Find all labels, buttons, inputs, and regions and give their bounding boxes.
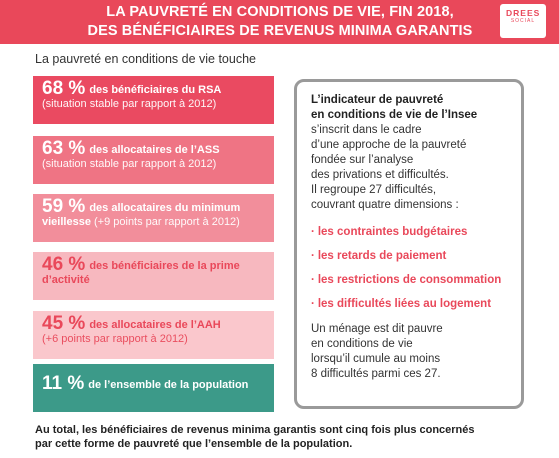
conclusion-text: Au total, les bénéficiaires de revenus m…: [35, 423, 535, 451]
stat-label-cont: vieillesse: [42, 216, 91, 228]
stat-label: des bénéficiaires de la prime: [89, 260, 240, 272]
info-title-line-1: L’indicateur de pauvreté: [311, 94, 444, 106]
stat-note: (situation stable par rapport à 2012): [42, 98, 217, 110]
stat-label: de l’ensemble de la population: [88, 379, 249, 391]
page-title: LA PAUVRETÉ EN CONDITIONS DE VIE, FIN 20…: [60, 3, 500, 41]
stat-note: (+6 points par rapport à 2012): [42, 333, 188, 345]
stat-value: 59 %: [42, 196, 86, 217]
stat-card-prime-activite: 46 % des bénéficiaires de la prime d’acti…: [33, 252, 274, 300]
bullet-icon: ·: [311, 298, 315, 310]
info-definition: Un ménage est dit pauvre en conditions d…: [311, 322, 507, 382]
stat-label: des allocataires de l’ASS: [89, 144, 220, 156]
stat-note: (+9 points par rapport à 2012): [94, 216, 240, 228]
info-foot-line: lorsqu’il cumule au moins: [311, 353, 441, 365]
list-item: · les restrictions de consommation: [311, 273, 507, 288]
info-text-line: d’une approche de la pauvreté: [311, 139, 467, 151]
stat-value: 46 %: [42, 254, 86, 275]
stat-label: des allocataires du minimum: [89, 202, 241, 214]
drees-logo: DREES SOCIAL: [506, 8, 540, 34]
bullet-icon: ·: [311, 226, 315, 238]
header-banner: LA PAUVRETÉ EN CONDITIONS DE VIE, FIN 20…: [0, 0, 559, 44]
info-foot-line: en conditions de vie: [311, 338, 413, 350]
stat-card-population: 11 % de l’ensemble de la population: [33, 364, 274, 412]
stat-label-cont: d’activité: [42, 274, 90, 286]
dimension-label: les restrictions de consommation: [317, 274, 502, 286]
bullet-icon: ·: [311, 274, 315, 286]
conclusion-line-2: par cette forme de pauvreté que l’ensemb…: [35, 438, 353, 450]
dimension-label: les difficultés liées au logement: [317, 298, 492, 310]
indicator-info-box: L’indicateur de pauvreté en conditions d…: [294, 79, 524, 409]
info-description: s’inscrit dans le cadre d’une approche d…: [311, 123, 507, 213]
stat-card-aah: 45 % des allocataires de l’AAH (+6 points…: [33, 311, 274, 359]
stat-value: 45 %: [42, 313, 86, 334]
info-title: L’indicateur de pauvreté en conditions d…: [311, 93, 507, 123]
list-item: · les contraintes budgétaires: [311, 225, 507, 240]
info-text-line: s’inscrit dans le cadre: [311, 124, 422, 136]
info-foot-line: 8 difficultés parmi ces 27.: [311, 368, 441, 380]
intro-text: La pauvreté en conditions de vie touche: [35, 52, 256, 66]
stat-card-ass: 63 % des allocataires de l’ASS (situation…: [33, 136, 274, 184]
title-line-2: DES BÉNÉFICIAIRES DE REVENUS MINIMA GARA…: [87, 23, 473, 39]
dimension-label: les contraintes budgétaires: [317, 226, 468, 238]
dimension-list: · les contraintes budgétaires · les retard…: [311, 225, 507, 312]
stat-value: 11 %: [42, 373, 85, 394]
info-text-line: couvrant quatre dimensions :: [311, 199, 459, 211]
stat-value: 68 %: [42, 78, 86, 99]
stat-card-minimum-vieillesse: 59 % des allocataires du minimum vieilles…: [33, 194, 274, 242]
logo-main-text: DREES: [506, 8, 541, 18]
info-text-line: des privations et difficultés.: [311, 169, 449, 181]
stat-note: (situation stable par rapport à 2012): [42, 158, 217, 170]
info-title-line-2: en conditions de vie de l’Insee: [311, 109, 478, 121]
stat-label: des allocataires de l’AAH: [89, 319, 221, 331]
info-foot-line: Un ménage est dit pauvre: [311, 323, 443, 335]
stat-card-rsa: 68 % des bénéficiaires du RSA (situation …: [33, 76, 274, 124]
info-text-line: fondée sur l’analyse: [311, 154, 414, 166]
info-text-line: Il regroupe 27 difficultés,: [311, 184, 437, 196]
stat-value: 63 %: [42, 138, 86, 159]
bullet-icon: ·: [311, 250, 315, 262]
logo-sub-text: SOCIAL: [510, 18, 536, 24]
conclusion-line-1: Au total, les bénéficiaires de revenus m…: [35, 424, 475, 436]
list-item: · les retards de paiement: [311, 249, 507, 264]
stat-label: des bénéficiaires du RSA: [89, 84, 222, 96]
logo-badge: [500, 4, 546, 38]
dimension-label: les retards de paiement: [317, 250, 447, 262]
title-line-1: LA PAUVRETÉ EN CONDITIONS DE VIE, FIN 20…: [106, 4, 454, 20]
list-item: · les difficultés liées au logement: [311, 297, 507, 312]
